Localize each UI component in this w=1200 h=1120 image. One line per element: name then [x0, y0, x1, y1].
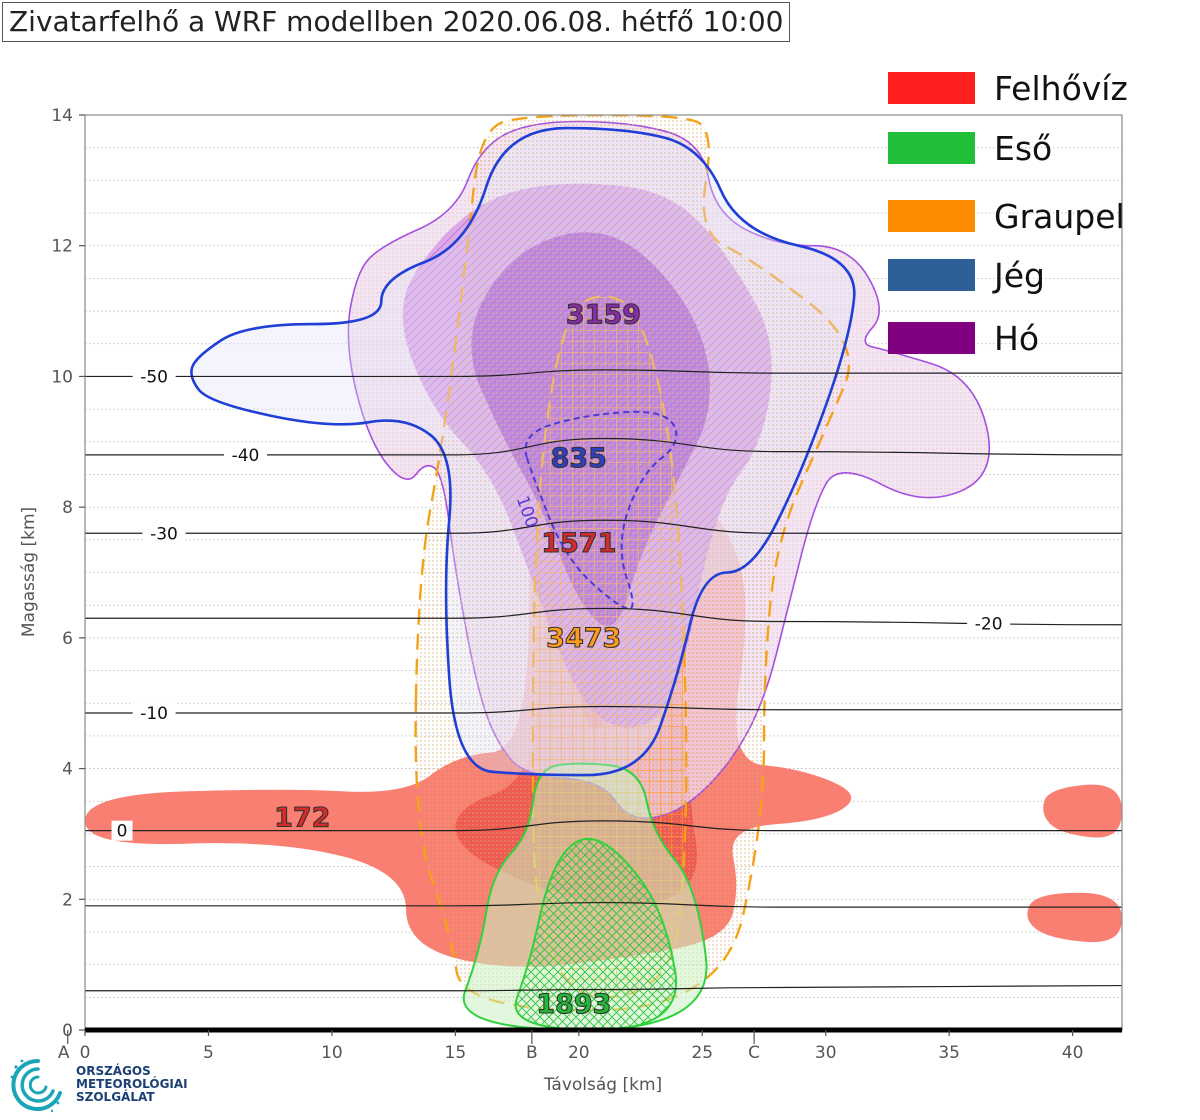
- legend-label: Felhővíz: [994, 69, 1128, 108]
- isotherm-line: [85, 901, 1122, 908]
- omsz-logo-icon: [10, 1058, 62, 1113]
- ice-outer-fill: [191, 128, 855, 776]
- chart-title: Zivatarfelhő a WRF modellben 2020.06.08.…: [2, 2, 791, 42]
- y-tick-label: 14: [51, 106, 73, 126]
- y-axis-label: Magasság [km]: [19, 507, 39, 637]
- maximum-label: 3159: [566, 299, 641, 330]
- maximum-label: 172: [274, 803, 330, 834]
- x-tick-label: 25: [691, 1043, 713, 1063]
- isotherm-line: [85, 984, 1122, 992]
- section-point-label: A: [58, 1043, 70, 1063]
- legend-label: Hó: [994, 319, 1039, 358]
- logo-line-1: ORSZÁGOS: [76, 1064, 151, 1078]
- legend-swatch: [888, 322, 975, 354]
- axes: 0 5 10 15 20 25 30 35 40 0 2 4 6 8 10 12 14 A B C: [51, 106, 1083, 1063]
- cloud-water-right-upper: [1043, 784, 1122, 838]
- y-tick-label: 8: [62, 498, 73, 518]
- isotherm-line: [85, 820, 1122, 832]
- y-tick-label: 12: [51, 237, 73, 257]
- x-tick-label: 35: [938, 1043, 960, 1063]
- legend-swatch: [888, 259, 975, 291]
- ice-inner-contour: [524, 410, 678, 610]
- x-tick-label: 15: [445, 1043, 467, 1063]
- isotherm-label: -30: [150, 524, 178, 544]
- isotherm-label: -50: [140, 367, 168, 387]
- isotherm-label-bg: [223, 444, 267, 465]
- x-tick-label: 30: [815, 1043, 837, 1063]
- y-tick-label: 4: [62, 760, 73, 780]
- x-tick-label: 5: [203, 1043, 214, 1063]
- legend-label: Eső: [994, 129, 1052, 168]
- isotherm-label-bg: [132, 366, 176, 387]
- y-tick-label: 6: [62, 629, 73, 649]
- section-point-label: C: [748, 1043, 760, 1063]
- isotherm-label-bg: [132, 703, 176, 724]
- x-axis-label: Távolság [km]: [543, 1075, 662, 1095]
- legend-label: Graupel: [994, 197, 1125, 236]
- x-tick-label: 40: [1062, 1043, 1084, 1063]
- isotherm-line: [85, 369, 1122, 378]
- isotherm-line: [85, 607, 1122, 626]
- section-point-label: B: [526, 1043, 538, 1063]
- logo-line-2: METEOROLÓGIAI: [76, 1077, 188, 1091]
- maximum-label: 1571: [541, 528, 616, 559]
- maximum-label: 3473: [546, 623, 621, 654]
- isotherm-label: -20: [975, 615, 1003, 635]
- isotherm-line: [85, 705, 1122, 714]
- x-tick-label: 10: [321, 1043, 343, 1063]
- legend-label: Jég: [992, 256, 1045, 295]
- maximum-label: 835: [551, 443, 607, 474]
- legend-swatch: [888, 72, 975, 104]
- isotherm-line: [85, 437, 1122, 456]
- isotherm-label: -10: [140, 704, 168, 724]
- ice-field: [190, 126, 856, 777]
- y-tick-label: 10: [51, 367, 73, 387]
- x-tick-label: 20: [568, 1043, 590, 1063]
- maximum-label: 1893: [536, 989, 611, 1020]
- omsz-logo: ORSZÁGOS METEOROLÓGIAI SZOLGÁLAT: [8, 1055, 208, 1117]
- x-tick-label: 0: [80, 1043, 91, 1063]
- isotherm-labels: -50 -40 -30 -20 -10 0: [111, 366, 1011, 842]
- legend-swatch: [888, 200, 975, 232]
- legend-swatch: [888, 132, 975, 164]
- y-tick-label: 2: [62, 890, 73, 910]
- ice-outer-contour: [190, 126, 856, 777]
- isotherm-label-bg: [142, 523, 186, 544]
- cloud-water-right-lower: [1027, 892, 1122, 943]
- isotherms: [85, 369, 1122, 992]
- logo-line-3: SZOLGÁLAT: [76, 1090, 155, 1104]
- rain-field: [462, 762, 708, 1030]
- grid: [85, 147, 1122, 998]
- isotherm-label-bg: [111, 820, 133, 841]
- legend: Felhővíz Eső Graupel Jég Hó: [888, 69, 1128, 358]
- rain-inner-crosshatch: [515, 838, 677, 1030]
- isotherm-line: [85, 519, 1122, 534]
- isotherm-label: -40: [232, 446, 260, 466]
- isotherm-label-bg: [967, 613, 1011, 634]
- isotherm-label: 0: [117, 822, 128, 842]
